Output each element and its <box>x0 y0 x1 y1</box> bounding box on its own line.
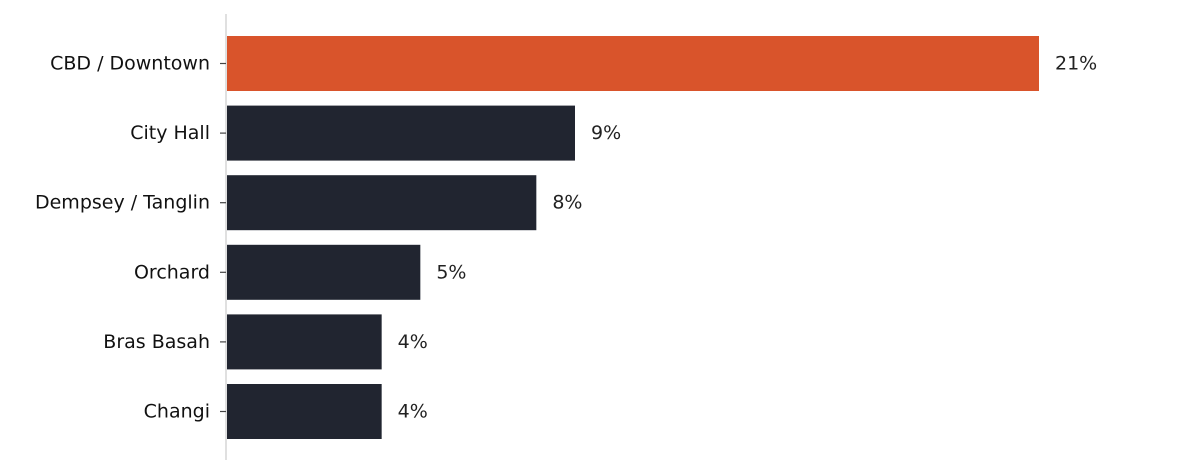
value-label-1: 9% <box>591 122 621 144</box>
category-label-0: CBD / Downtown <box>50 53 210 75</box>
value-label-3: 5% <box>436 261 466 283</box>
bar-1 <box>227 105 575 161</box>
bars-group <box>227 36 1039 439</box>
category-label-1: City Hall <box>130 122 210 144</box>
category-label-5: Changi <box>144 401 210 423</box>
bar-4 <box>227 314 382 370</box>
bar-5 <box>227 384 382 439</box>
value-label-4: 4% <box>398 331 428 353</box>
value-label-0: 21% <box>1055 53 1097 75</box>
bar-3 <box>227 244 421 300</box>
category-label-4: Bras Basah <box>103 331 210 353</box>
category-label-2: Dempsey / Tanglin <box>35 192 210 214</box>
bar-2 <box>227 175 537 231</box>
value-label-2: 8% <box>552 192 582 214</box>
category-label-3: Orchard <box>134 261 210 283</box>
category-labels-group: CBD / Downtown City Hall Dempsey / Tanglin… <box>35 53 210 423</box>
bar-0 <box>227 36 1039 91</box>
value-labels-group: 21% 9% 8% 5% 4% 4% <box>398 53 1098 423</box>
value-label-5: 4% <box>398 401 428 423</box>
y-ticks-group <box>220 62 226 413</box>
